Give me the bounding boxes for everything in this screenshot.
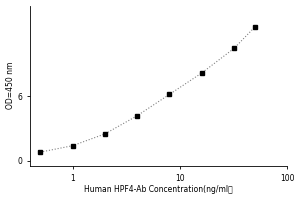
X-axis label: Human HPF4-Ab Concentration(ng/ml）: Human HPF4-Ab Concentration(ng/ml）: [84, 185, 233, 194]
Y-axis label: OD=450 nm: OD=450 nm: [6, 62, 15, 109]
